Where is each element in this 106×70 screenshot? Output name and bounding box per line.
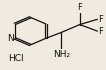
Text: NH₂: NH₂	[53, 50, 70, 59]
Text: F: F	[98, 15, 103, 24]
Text: HCl: HCl	[9, 54, 24, 63]
Text: F: F	[77, 3, 82, 12]
Text: F: F	[98, 27, 103, 36]
Text: N: N	[7, 34, 14, 43]
